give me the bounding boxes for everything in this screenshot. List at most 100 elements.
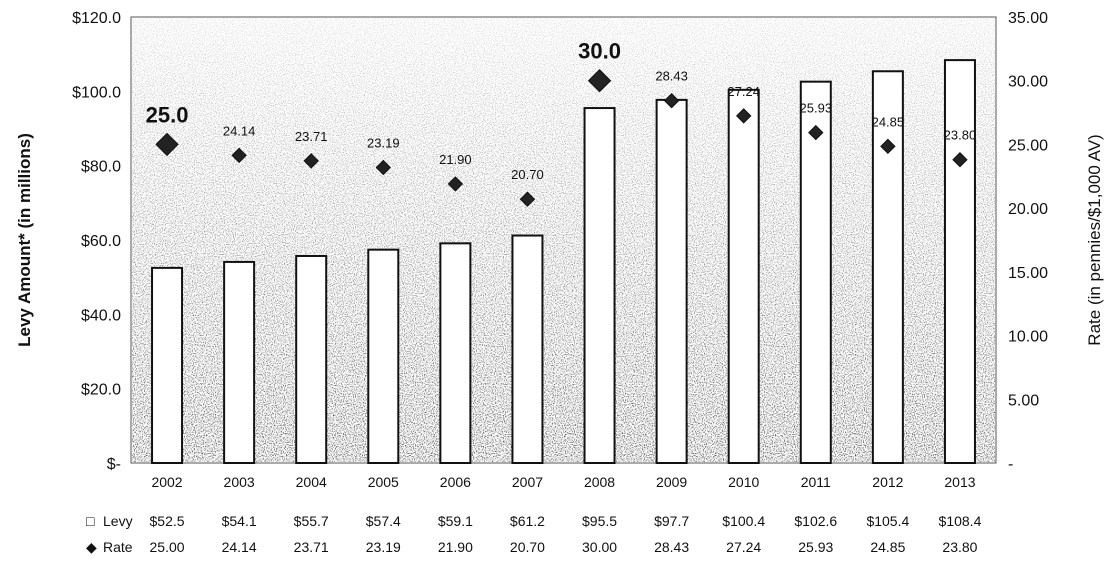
rate-point-label: 28.43	[655, 69, 688, 84]
rate-marker	[375, 159, 391, 176]
rate-point-label: 21.90	[439, 152, 472, 167]
table-cell-levy: $105.4	[866, 513, 909, 529]
right-tick-label: 15.00	[1008, 265, 1048, 282]
category-label: 2006	[440, 474, 471, 490]
category-label: 2012	[872, 474, 903, 490]
rate-marker	[155, 132, 179, 157]
table-legend-symbol: □	[86, 513, 95, 529]
table-cell-rate: 21.90	[438, 539, 473, 555]
table-cell-levy: $97.7	[654, 513, 689, 529]
table-cell-rate: 27.24	[726, 539, 761, 555]
right-axis-ticks: - 5.00 10.00 15.00 20.00 25.00 30.00 35.00	[1008, 10, 1048, 473]
levy-bar	[439, 242, 472, 464]
table-row-legend: ◆ Rate	[86, 539, 133, 555]
right-axis-title: Rate (in pennies/$1,000 AV)	[1085, 134, 1104, 345]
category-label: 2005	[368, 474, 399, 490]
right-tick-label: 20.00	[1008, 201, 1048, 218]
right-tick-label: 30.00	[1008, 74, 1048, 91]
levy-bar	[223, 260, 256, 465]
left-tick-label: $-	[107, 456, 121, 473]
table-cell-rate: 25.93	[798, 539, 833, 555]
rate-marker	[880, 138, 896, 155]
table-cell-levy: $59.1	[438, 513, 473, 529]
table-cell-rate: 28.43	[654, 539, 689, 555]
rate-point-labels: 25.0 24.14 23.71 23.19 21.90 20.70 30.0 28.43 27…	[146, 39, 977, 183]
right-tick-label: 35.00	[1008, 10, 1048, 27]
table-cell-levy: $100.4	[722, 513, 765, 529]
table-cell-rate: 23.80	[942, 539, 977, 555]
levy-bar	[799, 80, 832, 464]
data-table: □ Levy ◆ Rate $52.5 25.00 $54.1 24.14 $55.7 23.71…	[86, 513, 982, 555]
category-label: 2010	[728, 474, 759, 490]
rate-point-label: 30.0	[578, 39, 621, 64]
table-cell-rate: 23.19	[366, 539, 401, 555]
left-tick-label: $120.0	[72, 10, 121, 27]
category-label: 2011	[801, 474, 831, 490]
table-cell-rate: 23.71	[294, 539, 329, 555]
table-cell-levy: $54.1	[222, 513, 257, 529]
rate-marker	[231, 147, 247, 164]
table-cell-rate: 20.70	[510, 539, 545, 555]
levy-bar	[151, 266, 184, 464]
category-label: 2002	[151, 474, 182, 490]
table-legend-label: Levy	[103, 513, 133, 529]
right-tick-label: -	[1008, 456, 1013, 473]
category-label: 2013	[944, 474, 975, 490]
table-cell-levy: $61.2	[510, 513, 545, 529]
table-cell-levy: $55.7	[294, 513, 329, 529]
category-label: 2003	[224, 474, 255, 490]
table-legend-label: Rate	[103, 539, 133, 555]
table-cell-levy: $102.6	[794, 513, 837, 529]
rate-marker	[663, 93, 680, 109]
rate-point-label: 25.93	[800, 101, 833, 116]
category-label: 2004	[296, 474, 327, 490]
rate-marker	[587, 69, 612, 93]
rate-marker	[952, 152, 968, 168]
rate-point-label: 23.80	[944, 128, 977, 143]
category-label: 2009	[656, 474, 687, 490]
table-cell-rate: 24.85	[870, 539, 905, 555]
levy-bar	[295, 254, 328, 464]
levy-bars	[151, 59, 976, 465]
rate-point-label: 20.70	[511, 167, 544, 182]
table-cell-levy: $52.5	[150, 513, 185, 529]
right-tick-label: 10.00	[1008, 329, 1048, 346]
rate-marker	[808, 124, 824, 141]
table-cell-rate: 24.14	[222, 539, 257, 555]
table-cell-levy: $57.4	[366, 513, 401, 529]
table-row-legend: □ Levy	[86, 513, 133, 529]
rate-marker	[736, 108, 752, 124]
left-tick-label: $40.0	[81, 307, 121, 324]
rate-marker	[519, 191, 536, 207]
table-cell-rate: 30.00	[582, 539, 617, 555]
levy-bar	[943, 59, 976, 464]
left-tick-label: $80.0	[81, 159, 121, 176]
rate-marker	[303, 153, 319, 169]
levy-bar	[367, 248, 400, 464]
left-axis-title: Levy Amount* (in millions)	[15, 133, 34, 347]
levy-bar	[727, 88, 760, 464]
levy-bar	[655, 98, 688, 465]
table-cell-levy: $108.4	[939, 513, 982, 529]
rate-point-label: 27.24	[727, 84, 760, 99]
category-labels: 2002 2003 2004 2005 2006 2007 2008 2009 2010 2011…	[151, 474, 975, 490]
right-tick-label: 25.00	[1008, 137, 1048, 154]
levy-bar	[583, 107, 616, 465]
table-cell-levy: $95.5	[582, 513, 617, 529]
left-axis-ticks: $- $20.0 $40.0 $60.0 $80.0 $100.0 $120.0	[72, 10, 121, 473]
category-label: 2007	[512, 474, 543, 490]
rate-marker	[447, 176, 464, 192]
rate-point-label: 24.14	[223, 123, 256, 138]
plot-area	[130, 16, 997, 464]
rate-point-label: 24.85	[872, 114, 905, 129]
rate-markers	[155, 69, 968, 207]
plot-texture	[132, 18, 995, 462]
left-tick-label: $100.0	[72, 84, 121, 101]
rate-point-label: 23.71	[295, 129, 328, 144]
table-legend-symbol: ◆	[86, 539, 97, 555]
left-tick-label: $60.0	[81, 233, 121, 250]
right-tick-label: 5.00	[1008, 392, 1039, 409]
rate-point-label: 25.0	[146, 102, 189, 127]
